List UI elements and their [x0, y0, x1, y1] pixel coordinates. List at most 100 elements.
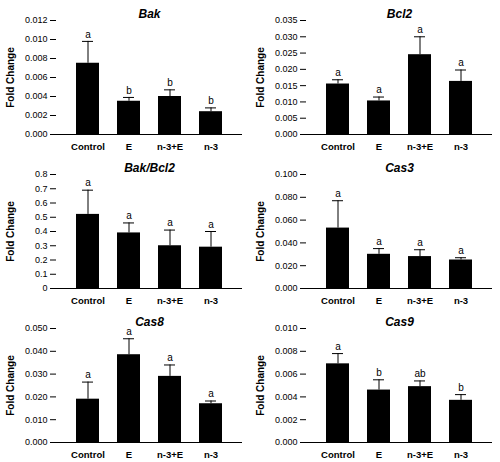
svg-text:0.006: 0.006	[25, 72, 48, 82]
svg-text:0.012: 0.012	[25, 15, 48, 25]
svg-text:a: a	[126, 210, 132, 221]
svg-text:E: E	[126, 295, 132, 306]
svg-text:Bak/Bcl2: Bak/Bcl2	[124, 161, 175, 175]
svg-text:a: a	[458, 245, 464, 256]
svg-text:a: a	[417, 24, 423, 35]
svg-text:a: a	[126, 326, 132, 337]
svg-text:n-3+E: n-3+E	[157, 449, 183, 460]
svg-text:0.4: 0.4	[35, 226, 48, 236]
svg-text:0.5: 0.5	[35, 212, 48, 222]
svg-text:Control: Control	[321, 449, 355, 460]
svg-text:0.000: 0.000	[275, 283, 298, 293]
svg-text:0.000: 0.000	[25, 129, 48, 139]
svg-text:a: a	[208, 219, 214, 230]
svg-text:n-3: n-3	[454, 449, 468, 460]
svg-text:Cas3: Cas3	[385, 161, 414, 175]
svg-text:a: a	[417, 237, 423, 248]
svg-text:0.002: 0.002	[25, 110, 48, 120]
svg-text:0.004: 0.004	[275, 392, 298, 402]
svg-text:0.030: 0.030	[25, 369, 48, 379]
svg-text:Fold Change: Fold Change	[255, 201, 266, 262]
svg-text:0.010: 0.010	[25, 34, 48, 44]
svg-text:a: a	[85, 177, 91, 188]
svg-text:Bak: Bak	[138, 7, 161, 21]
svg-text:0.6: 0.6	[35, 198, 48, 208]
svg-text:0.004: 0.004	[25, 91, 48, 101]
svg-text:Control: Control	[71, 295, 105, 306]
svg-text:0.020: 0.020	[275, 261, 298, 271]
svg-text:a: a	[167, 352, 173, 363]
svg-text:n-3: n-3	[204, 449, 218, 460]
svg-text:0.2: 0.2	[35, 255, 48, 265]
svg-text:Fold Change: Fold Change	[5, 355, 16, 416]
svg-text:n-3: n-3	[454, 295, 468, 306]
svg-text:Control: Control	[71, 141, 105, 152]
svg-text:n-3: n-3	[204, 141, 218, 152]
svg-text:0.035: 0.035	[275, 15, 298, 25]
svg-text:n-3: n-3	[204, 295, 218, 306]
svg-text:a: a	[85, 369, 91, 380]
svg-text:E: E	[376, 295, 382, 306]
svg-text:0.7: 0.7	[35, 184, 48, 194]
svg-text:0.000: 0.000	[275, 129, 298, 139]
svg-text:0.040: 0.040	[275, 238, 298, 248]
svg-text:0.000: 0.000	[25, 437, 48, 447]
svg-text:0.040: 0.040	[25, 346, 48, 356]
svg-text:a: a	[376, 236, 382, 247]
svg-text:Bcl2: Bcl2	[387, 7, 413, 21]
svg-text:Cas9: Cas9	[385, 315, 414, 329]
svg-text:a: a	[167, 217, 173, 228]
svg-text:ab: ab	[414, 368, 426, 379]
svg-text:0.020: 0.020	[275, 64, 298, 74]
svg-text:n-3+E: n-3+E	[407, 449, 433, 460]
svg-text:E: E	[376, 449, 382, 460]
svg-text:0.008: 0.008	[275, 346, 298, 356]
svg-text:n-3: n-3	[454, 141, 468, 152]
svg-text:0.1: 0.1	[35, 269, 48, 279]
svg-text:Fold Change: Fold Change	[5, 47, 16, 108]
svg-text:E: E	[126, 449, 132, 460]
svg-text:Fold Change: Fold Change	[255, 355, 266, 416]
svg-text:0.005: 0.005	[275, 113, 298, 123]
svg-text:0.010: 0.010	[275, 97, 298, 107]
svg-text:n-3+E: n-3+E	[407, 141, 433, 152]
svg-text:Cas8: Cas8	[135, 315, 164, 329]
svg-text:E: E	[126, 141, 132, 152]
svg-text:0.010: 0.010	[25, 415, 48, 425]
svg-text:0.015: 0.015	[275, 81, 298, 91]
svg-text:a: a	[208, 388, 214, 399]
svg-text:0.060: 0.060	[275, 215, 298, 225]
svg-text:a: a	[85, 29, 91, 40]
svg-text:Fold Change: Fold Change	[255, 47, 266, 108]
svg-text:a: a	[335, 67, 341, 78]
svg-text:0.020: 0.020	[25, 392, 48, 402]
svg-text:Control: Control	[321, 295, 355, 306]
svg-text:a: a	[458, 57, 464, 68]
svg-text:0.000: 0.000	[275, 437, 298, 447]
svg-text:0.3: 0.3	[35, 241, 48, 251]
svg-text:n-3+E: n-3+E	[157, 295, 183, 306]
svg-text:0.025: 0.025	[275, 48, 298, 58]
svg-text:Control: Control	[321, 141, 355, 152]
svg-text:0.050: 0.050	[25, 323, 48, 333]
svg-text:Fold Change: Fold Change	[5, 201, 16, 262]
svg-text:b: b	[208, 95, 214, 106]
svg-text:n-3+E: n-3+E	[157, 141, 183, 152]
svg-text:Control: Control	[71, 449, 105, 460]
svg-text:b: b	[126, 85, 132, 96]
svg-text:0.002: 0.002	[275, 415, 298, 425]
svg-text:a: a	[335, 188, 341, 199]
svg-text:0.010: 0.010	[275, 323, 298, 333]
svg-text:0.006: 0.006	[275, 369, 298, 379]
svg-text:0.080: 0.080	[275, 192, 298, 202]
svg-text:0.100: 0.100	[275, 169, 298, 179]
svg-text:b: b	[458, 382, 464, 393]
svg-text:E: E	[376, 141, 382, 152]
svg-text:0.030: 0.030	[275, 32, 298, 42]
svg-text:a: a	[335, 341, 341, 352]
svg-text:b: b	[376, 367, 382, 378]
svg-text:n-3+E: n-3+E	[407, 295, 433, 306]
svg-text:0: 0	[42, 283, 47, 293]
svg-text:b: b	[167, 77, 173, 88]
svg-text:0.8: 0.8	[35, 169, 48, 179]
